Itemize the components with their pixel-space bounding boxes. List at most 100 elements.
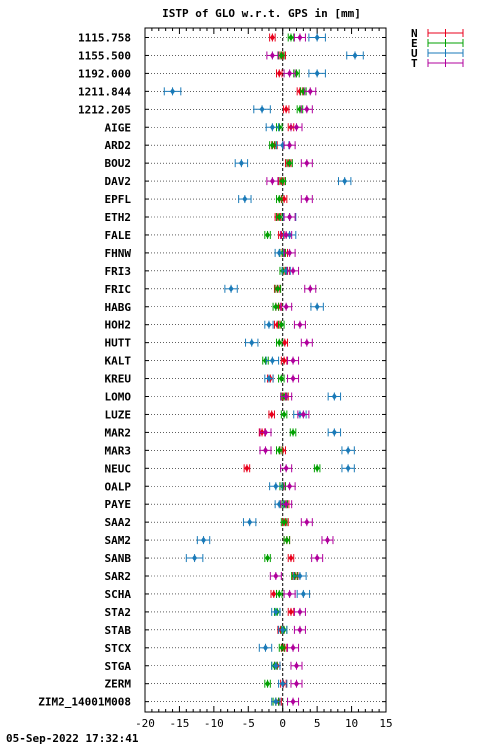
category-label-STAB: STAB [105,624,132,637]
point-T [304,339,310,347]
x-tick-label: 10 [345,717,358,730]
category-label-MAR3: MAR3 [105,444,132,457]
category-label-HABG: HABG [105,301,132,314]
point-N [282,339,288,347]
x-tick-label: 5 [314,717,321,730]
point-U [273,482,279,490]
point-T [314,554,320,562]
point-N [297,87,303,95]
category-label-STCX: STCX [105,642,132,655]
point-T [287,69,293,77]
category-label-ETH2: ETH2 [105,211,132,224]
category-label-ZERM: ZERM [105,678,132,691]
point-T [304,518,310,526]
point-T [324,536,330,544]
category-label-1115.758: 1115.758 [78,32,131,45]
point-N [276,69,282,77]
category-label-FALE: FALE [105,229,132,242]
category-label-KREU: KREU [105,373,132,386]
point-E [288,34,294,41]
point-U [280,680,286,688]
point-N [283,105,289,113]
point-U [273,608,279,616]
point-U [314,303,320,311]
point-T [263,446,268,454]
category-label-SAM2: SAM2 [105,534,132,547]
point-U [170,87,176,95]
category-label-PAYE: PAYE [105,498,132,511]
point-N [244,464,250,472]
chart-title: ISTP of GLO w.r.t. GPS in [mm] [162,7,361,20]
category-label-SCHA: SCHA [105,588,132,601]
point-E [273,303,279,311]
point-U [273,698,279,706]
timestamp: 05-Sep-2022 17:32:41 [6,732,139,745]
point-U [331,393,337,400]
category-label-SAA2: SAA2 [105,516,132,529]
point-T [293,123,299,131]
category-label-ZIM2_14001M008: ZIM2_14001M008 [38,696,131,709]
category-label-STGA: STGA [105,660,132,673]
point-E [281,410,287,418]
x-tick-label: -15 [169,717,189,730]
point-T [287,590,293,598]
category-label-EPFL: EPFL [105,193,132,206]
point-U [247,518,253,526]
point-T [297,321,303,329]
point-N [271,590,277,598]
point-T [297,626,303,634]
category-label-STA2: STA2 [105,606,132,619]
point-T [293,662,299,670]
point-T [287,141,293,149]
point-E [265,680,271,688]
category-label-FHNW: FHNW [105,247,132,260]
point-T [307,285,313,293]
category-label-KALT: KALT [105,355,132,368]
point-T [304,105,310,113]
point-N [288,608,294,616]
point-T [300,410,306,418]
point-E [276,123,282,131]
point-T [297,34,303,41]
point-T [290,375,296,383]
point-E [278,321,284,329]
point-E [290,428,296,436]
point-E [276,590,282,598]
point-U [269,123,275,131]
point-U [259,105,265,113]
category-label-FRIC: FRIC [105,283,132,296]
point-T [287,213,293,221]
point-U [345,464,351,472]
point-T [287,249,293,257]
point-E [284,536,290,544]
point-E [287,159,293,167]
point-U [201,536,207,544]
point-U [266,321,272,329]
point-N [269,34,275,41]
point-U [345,446,351,454]
x-tick-label: -10 [204,717,224,730]
x-tick-label: -20 [135,717,155,730]
category-label-SANB: SANB [105,552,132,565]
point-U [280,626,286,634]
point-E [276,213,282,221]
point-T [283,500,289,508]
point-E [278,51,284,59]
point-N [288,554,294,562]
point-T [283,393,289,400]
point-U [300,590,306,598]
point-T [269,177,275,185]
point-E [279,644,285,652]
x-tick-label: -5 [242,717,255,730]
point-E [314,464,320,472]
category-label-HOH2: HOH2 [105,319,132,332]
category-label-ARD2: ARD2 [105,139,132,152]
category-label-AIGE: AIGE [105,121,132,134]
point-T [293,680,299,688]
x-tick-label: 0 [279,717,286,730]
point-U [273,662,279,670]
point-T [297,608,303,616]
point-N [281,195,287,203]
category-label-FRI3: FRI3 [105,265,132,278]
